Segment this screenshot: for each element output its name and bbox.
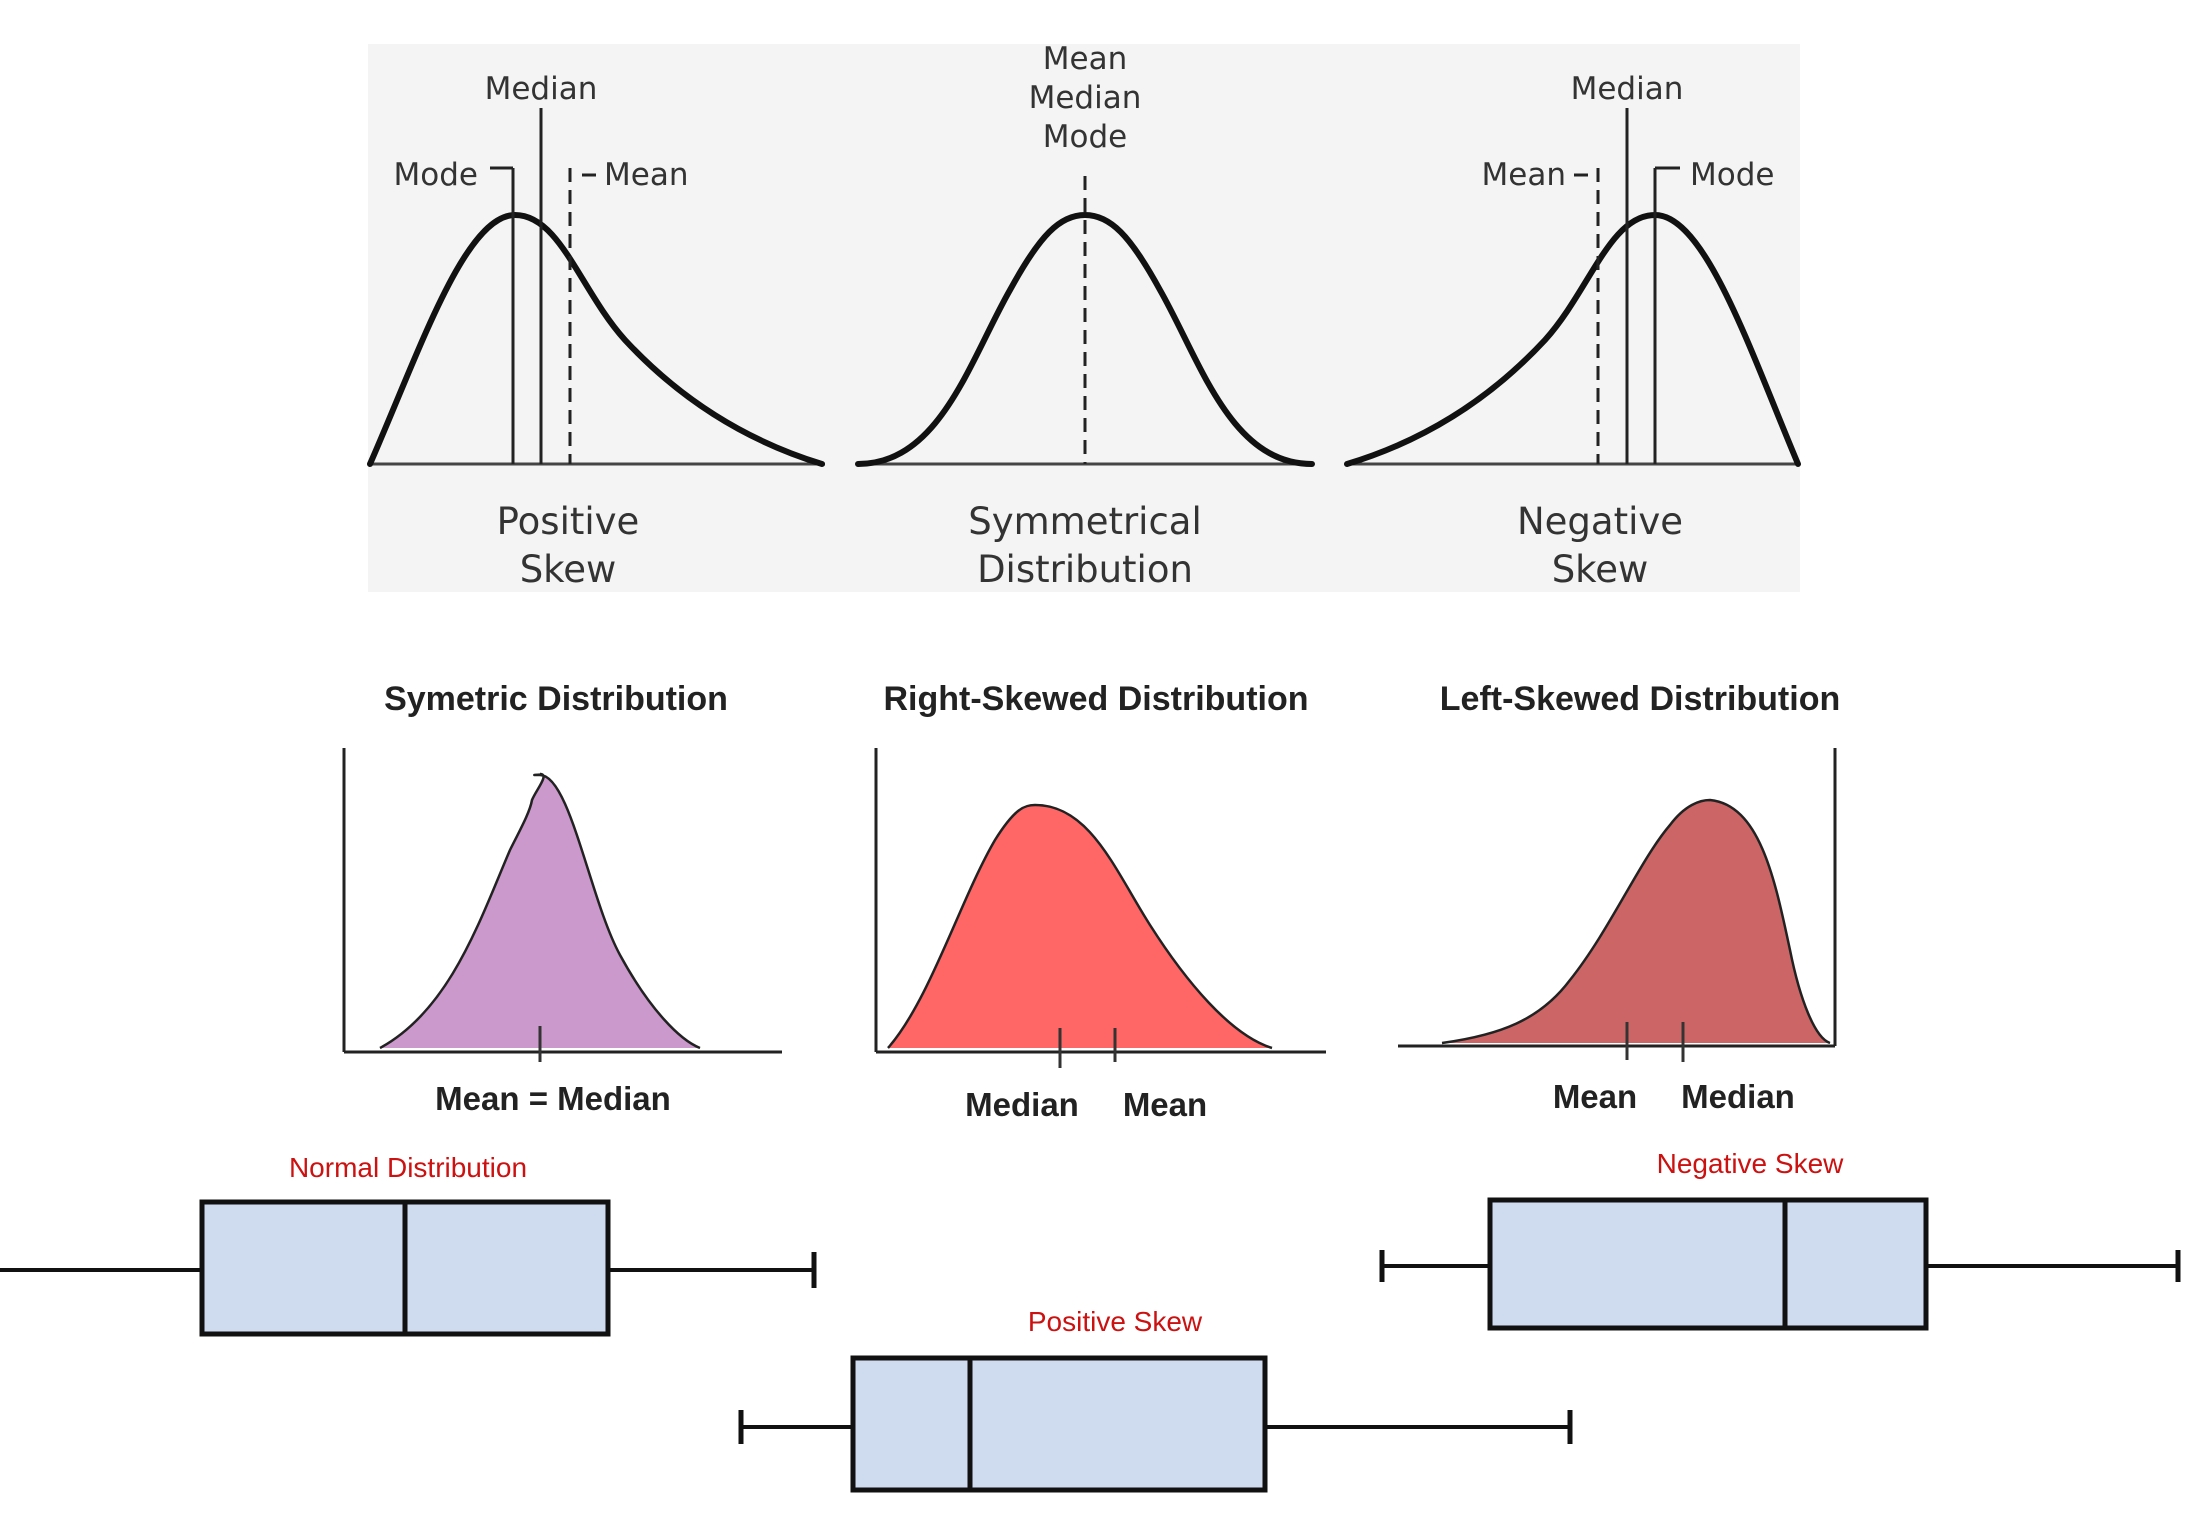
symmetric-caption-line1: Symmetrical <box>968 500 1202 543</box>
negative-boxplot: Negative Skew <box>1379 1148 2181 1331</box>
filled-symmetric-area <box>380 774 700 1048</box>
positive-box <box>850 1355 1268 1493</box>
filled-right-skewed-title: Right-Skewed Distribution <box>884 680 1309 718</box>
normal-boxplot: Normal Distribution <box>0 1152 817 1337</box>
filled-left-skewed-outline <box>1441 798 1831 1045</box>
negative-mean-label: Mean <box>1482 157 1566 193</box>
symmetric-median-label: Median <box>1029 80 1142 116</box>
symmetric-curve <box>855 211 1315 467</box>
filled-symmetric-outline <box>379 772 701 1050</box>
positive-mean-label: Mean <box>604 157 688 193</box>
negative-boxplot-label: Negative Skew <box>1657 1148 1845 1179</box>
filled-left-skewed-mean-label: Mean <box>1553 1078 1637 1115</box>
filled-left-skewed-title: Left-Skewed Distribution <box>1440 680 1840 718</box>
filled-right-skewed-mean-label: Mean <box>1123 1086 1207 1123</box>
filled-right-skewed-outline <box>887 803 1273 1050</box>
filled-symmetric-axis-label: Mean = Median <box>435 1080 671 1117</box>
filled-right-skewed-area <box>888 805 1272 1048</box>
negative-caption-line2: Skew <box>1552 548 1649 591</box>
symmetric-mode-label: Mode <box>1043 119 1127 155</box>
normal-boxplot-label: Normal Distribution <box>289 1152 527 1183</box>
symmetric-diagram: Mean Median Mode Symmetrical Distributio… <box>855 41 1315 591</box>
filled-right-skewed-median-label: Median <box>965 1086 1079 1123</box>
negative-box <box>1487 1197 1929 1331</box>
negative-skew-diagram: Median Mean Mode Negative Skew <box>1344 71 1801 591</box>
symmetric-caption-line2: Distribution <box>977 548 1193 591</box>
filled-symmetric-title: Symetric Distribution <box>384 680 728 718</box>
negative-mode-label: Mode <box>1690 157 1774 193</box>
negative-caption-line1: Negative <box>1517 500 1683 543</box>
negative-skew-curve <box>1344 211 1801 467</box>
symmetric-mean-label: Mean <box>1043 41 1127 77</box>
positive-skew-diagram: Median Mode Mean Positive Skew <box>367 71 825 591</box>
filled-left-skewed-area <box>1442 800 1830 1043</box>
positive-mode-label: Mode <box>394 157 478 193</box>
positive-boxplot-label: Positive Skew <box>1028 1306 1203 1337</box>
filled-symmetric-chart: Symetric Distribution Mean = Median <box>342 680 782 1117</box>
positive-caption-line1: Positive <box>497 500 640 543</box>
positive-median-label: Median <box>485 71 598 107</box>
filled-left-skewed-chart: Left-Skewed Distribution Mean Median <box>1398 680 1840 1115</box>
positive-caption-line2: Skew <box>520 548 617 591</box>
filled-right-skewed-chart: Right-Skewed Distribution Median Mean <box>874 680 1326 1123</box>
negative-median-label: Median <box>1571 71 1684 107</box>
filled-left-skewed-median-label: Median <box>1681 1078 1795 1115</box>
positive-skew-curve <box>367 211 825 467</box>
positive-boxplot: Positive Skew <box>738 1306 1573 1493</box>
